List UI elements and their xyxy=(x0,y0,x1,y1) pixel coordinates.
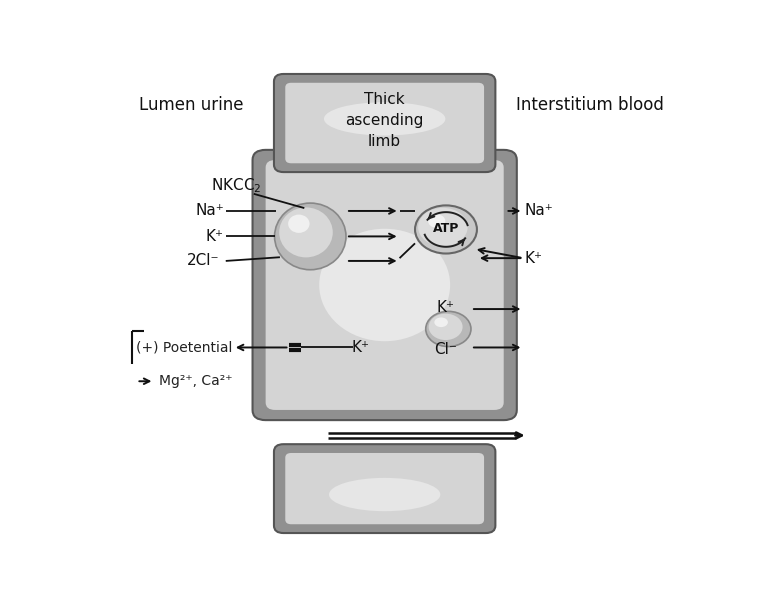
Text: K⁺: K⁺ xyxy=(525,251,542,266)
Text: K⁺: K⁺ xyxy=(206,229,224,244)
FancyBboxPatch shape xyxy=(274,444,495,533)
FancyBboxPatch shape xyxy=(266,160,504,410)
Text: ATP: ATP xyxy=(433,222,459,234)
FancyBboxPatch shape xyxy=(285,83,484,163)
Ellipse shape xyxy=(425,311,471,347)
Text: Cl⁻: Cl⁻ xyxy=(435,343,458,357)
Circle shape xyxy=(418,208,468,246)
Ellipse shape xyxy=(429,314,462,340)
FancyBboxPatch shape xyxy=(285,453,484,524)
Text: Thick
ascending
limb: Thick ascending limb xyxy=(346,92,424,149)
Ellipse shape xyxy=(324,102,445,135)
Text: K⁺: K⁺ xyxy=(437,300,455,315)
Ellipse shape xyxy=(329,478,440,511)
FancyBboxPatch shape xyxy=(253,150,517,420)
Text: NKCC$_2$: NKCC$_2$ xyxy=(210,176,261,195)
Text: Mg²⁺, Ca²⁺: Mg²⁺, Ca²⁺ xyxy=(159,374,233,388)
Ellipse shape xyxy=(319,229,450,341)
Text: 2Cl⁻: 2Cl⁻ xyxy=(187,254,220,269)
Ellipse shape xyxy=(435,317,448,327)
Ellipse shape xyxy=(280,207,333,257)
Text: Lumen urine: Lumen urine xyxy=(139,96,243,114)
FancyBboxPatch shape xyxy=(274,74,495,172)
Ellipse shape xyxy=(288,215,310,233)
Ellipse shape xyxy=(275,203,346,270)
Circle shape xyxy=(415,206,477,254)
Text: Interstitium blood: Interstitium blood xyxy=(516,96,664,114)
Text: Na⁺: Na⁺ xyxy=(195,204,224,218)
Circle shape xyxy=(428,215,445,228)
Text: (+) Poetential: (+) Poetential xyxy=(136,340,232,354)
Text: Na⁺: Na⁺ xyxy=(525,204,553,218)
Text: K⁺: K⁺ xyxy=(352,340,370,355)
